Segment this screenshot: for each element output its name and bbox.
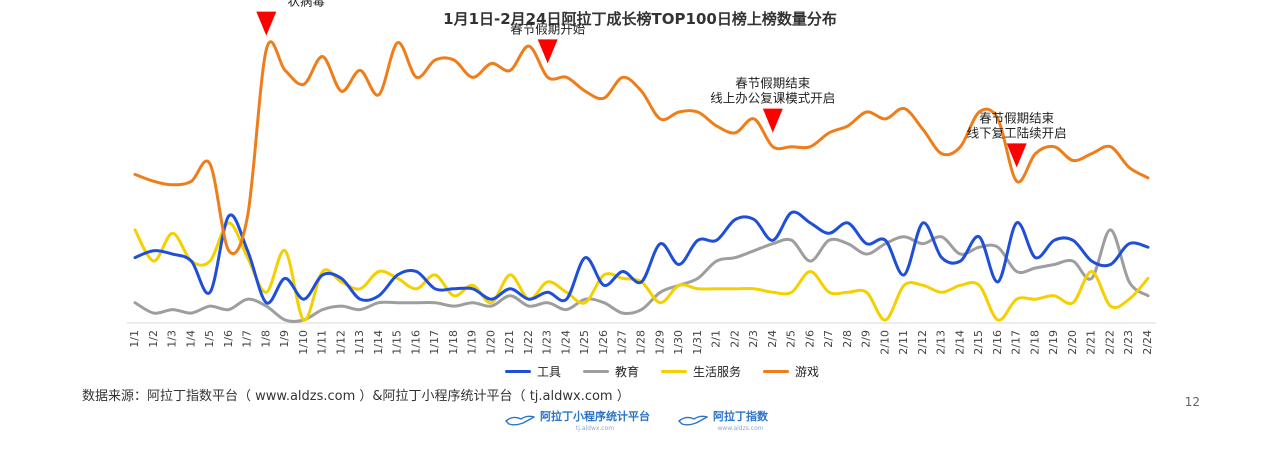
legend-item: 教育 [583, 363, 639, 380]
x-tick-label: 1/4 [184, 330, 197, 348]
x-tick-label: 1/6 [222, 330, 235, 348]
event-marker-1 [537, 39, 558, 64]
legend-label: 生活服务 [693, 365, 742, 379]
x-tick-label: 2/9 [860, 330, 873, 348]
logo-stats-name: 阿拉丁小程序统计平台 [540, 410, 650, 423]
x-tick-label: 2/11 [897, 330, 910, 355]
lamp-icon [505, 415, 535, 426]
legend-swatch [661, 370, 688, 373]
logo-index-sub: www.aldzs.com [717, 425, 764, 432]
x-tick-label: 1/17 [428, 330, 441, 355]
lamp-icon [678, 415, 708, 426]
x-tick-label: 1/23 [541, 330, 554, 355]
x-tick-label: 1/24 [559, 330, 572, 355]
x-tick-label: 2/19 [1047, 330, 1060, 355]
legend-label: 工具 [537, 365, 562, 379]
x-tick-label: 1/27 [616, 330, 629, 355]
x-tick-label: 1/26 [597, 330, 610, 355]
x-tick-label: 1/10 [297, 330, 310, 355]
annotation-text: 线上办公复课模式开启 [710, 91, 835, 106]
legend-item: 工具 [505, 363, 561, 380]
x-tick-label: 2/20 [1066, 330, 1079, 355]
x-tick-label: 2/6 [803, 330, 816, 348]
line-chart: 1/1 1/2 1/3 1/4 1/5 1/6 1/7 1/8 1/9 1/10 1/11 1/12 1… [127, 0, 1156, 355]
series-line-0 [133, 210, 1150, 305]
event-marker-0 [256, 11, 277, 36]
x-tick-label: 1/12 [334, 330, 347, 355]
x-tick-label: 1/18 [447, 330, 460, 355]
annotation-text: 春节假期开始 [510, 21, 586, 36]
source-text: 数据来源：阿拉丁指数平台（ www.aldzs.com ）&阿拉丁小程序统计平台… [82, 389, 630, 404]
chart-title: 1月1日-2月24日阿拉丁成长榜TOP100日榜上榜数量分布 [443, 10, 837, 28]
x-tick-label: 2/2 [728, 330, 741, 348]
x-tick-label: 1/31 [691, 330, 704, 355]
legend-label: 教育 [615, 365, 640, 379]
x-tick-label: 1/2 [147, 330, 160, 348]
x-tick-label: 2/5 [785, 330, 798, 348]
x-tick-label: 1/20 [484, 330, 497, 355]
logo-index-platform: 阿拉丁指数 www.aldzs.com [678, 408, 768, 432]
x-tick-label: 2/3 [747, 330, 760, 348]
x-tick-label: 1/30 [672, 330, 685, 355]
x-tick-label: 2/23 [1122, 330, 1135, 355]
x-tick-label: 2/8 [841, 330, 854, 348]
event-marker-3 [1006, 143, 1027, 168]
annotation-text: 状病毒 [288, 0, 326, 9]
x-tick-label: 1/19 [466, 330, 479, 355]
chart-legend: 工具 教育 生活服务 游戏 [505, 363, 819, 380]
logo-stats-platform: 阿拉丁小程序统计平台 tj.aldwx.com [505, 408, 650, 432]
x-tick-label: 1/28 [635, 330, 648, 355]
x-tick-label: 2/13 [935, 330, 948, 355]
x-tick-label: 1/16 [409, 330, 422, 355]
x-tick-label: 2/7 [822, 330, 835, 348]
x-tick-label: 1/29 [653, 330, 666, 355]
footer-logos: 阿拉丁小程序统计平台 tj.aldwx.com 阿拉丁指数 www.aldzs.… [505, 408, 768, 432]
legend-item: 生活服务 [661, 363, 741, 380]
x-tick-label: 1/25 [578, 330, 591, 355]
x-tick-label: 2/17 [1010, 330, 1023, 355]
x-tick-label: 1/1 [128, 330, 141, 348]
x-tick-label: 2/12 [916, 330, 929, 355]
event-marker-2 [762, 108, 783, 133]
series-line-3 [133, 40, 1150, 256]
x-tick-label: 1/22 [522, 330, 535, 355]
page-number: 12 [1184, 395, 1200, 409]
legend-swatch [505, 370, 531, 373]
x-tick-label: 1/14 [372, 330, 385, 355]
series-line-1 [133, 228, 1150, 323]
logo-stats-sub: tj.aldwx.com [575, 425, 615, 432]
legend-swatch [763, 370, 790, 373]
x-tick-label: 1/7 [241, 330, 254, 348]
annotation-text: 春节假期结束 [735, 76, 811, 91]
legend-label: 游戏 [795, 365, 820, 379]
annotation-text: 线下复工陆续开启 [967, 125, 1067, 140]
legend-item: 游戏 [763, 363, 819, 380]
x-tick-label: 1/3 [166, 330, 179, 348]
x-tick-label: 1/9 [278, 330, 291, 348]
x-tick-label: 1/21 [503, 330, 516, 355]
x-tick-label: 2/4 [766, 330, 779, 348]
logo-index-name: 阿拉丁指数 [713, 410, 768, 423]
x-tick-label: 2/16 [991, 330, 1004, 355]
x-tick-label: 2/14 [953, 330, 966, 355]
annotation-text: 春节假期结束 [979, 110, 1055, 125]
x-tick-label: 2/15 [972, 330, 985, 355]
x-tick-label: 1/11 [316, 330, 329, 355]
x-tick-label: 2/24 [1141, 330, 1154, 355]
series-line-2 [133, 221, 1150, 322]
x-tick-label: 2/18 [1028, 330, 1041, 355]
x-tick-label: 1/15 [391, 330, 404, 355]
legend-swatch [583, 370, 610, 373]
x-tick-label: 1/13 [353, 330, 366, 355]
x-tick-label: 1/8 [259, 330, 272, 348]
x-tick-label: 2/1 [710, 330, 723, 348]
x-tick-label: 2/10 [878, 330, 891, 355]
x-tick-label: 2/22 [1103, 330, 1116, 355]
x-tick-label: 1/5 [203, 330, 216, 348]
x-tick-label: 2/21 [1085, 330, 1098, 355]
